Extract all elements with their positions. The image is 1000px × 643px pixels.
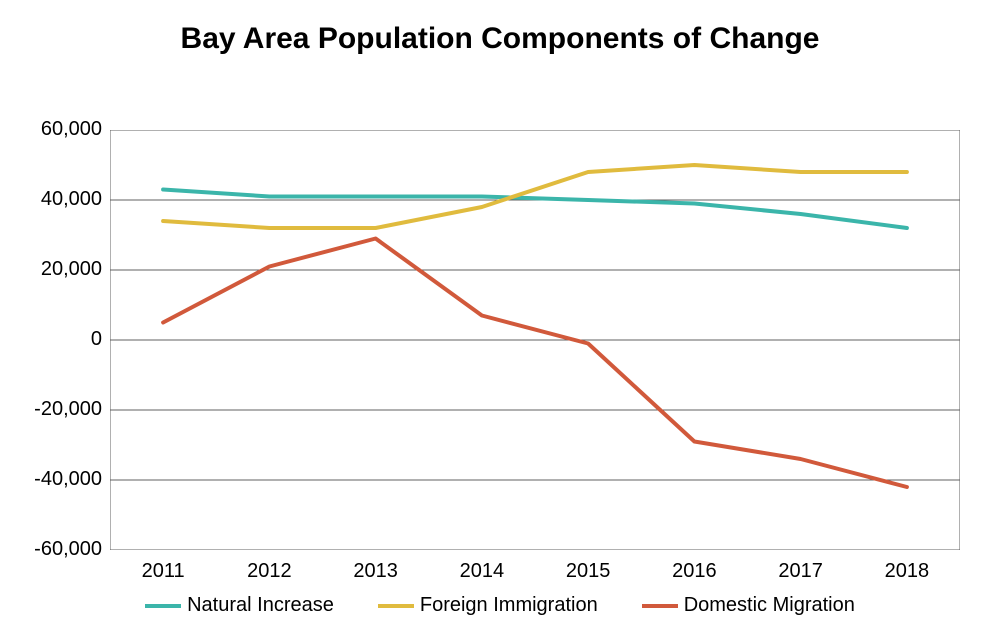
legend-item: Domestic Migration	[642, 594, 855, 617]
chart-container: Bay Area Population Components of Change…	[0, 0, 1000, 643]
legend-swatch	[145, 604, 181, 608]
legend-label: Domestic Migration	[684, 594, 855, 617]
y-tick-label: -40,000	[34, 468, 102, 491]
x-tick-label: 2015	[566, 560, 611, 583]
series-line	[163, 239, 907, 488]
x-tick-label: 2018	[885, 560, 930, 583]
legend-label: Foreign Immigration	[420, 594, 598, 617]
x-tick-label: 2017	[778, 560, 823, 583]
series-line	[163, 190, 907, 229]
legend-item: Natural Increase	[145, 594, 334, 617]
x-tick-label: 2012	[247, 560, 292, 583]
legend: Natural Increase Foreign Immigration Domes…	[0, 594, 1000, 617]
x-tick-label: 2014	[460, 560, 505, 583]
chart-title: Bay Area Population Components of Change	[0, 22, 1000, 57]
y-tick-label: 20,000	[41, 258, 102, 281]
x-tick-label: 2016	[672, 560, 717, 583]
y-tick-label: -20,000	[34, 398, 102, 421]
legend-swatch	[642, 604, 678, 608]
y-tick-label: 0	[91, 328, 102, 351]
y-tick-label: 60,000	[41, 118, 102, 141]
legend-swatch	[378, 604, 414, 608]
x-tick-label: 2011	[142, 560, 185, 583]
legend-item: Foreign Immigration	[378, 594, 598, 617]
y-tick-label: -60,000	[34, 538, 102, 561]
plot-svg	[110, 130, 960, 550]
y-tick-label: 40,000	[41, 188, 102, 211]
legend-label: Natural Increase	[187, 594, 334, 617]
plot-area	[110, 130, 960, 550]
x-tick-label: 2013	[353, 560, 398, 583]
